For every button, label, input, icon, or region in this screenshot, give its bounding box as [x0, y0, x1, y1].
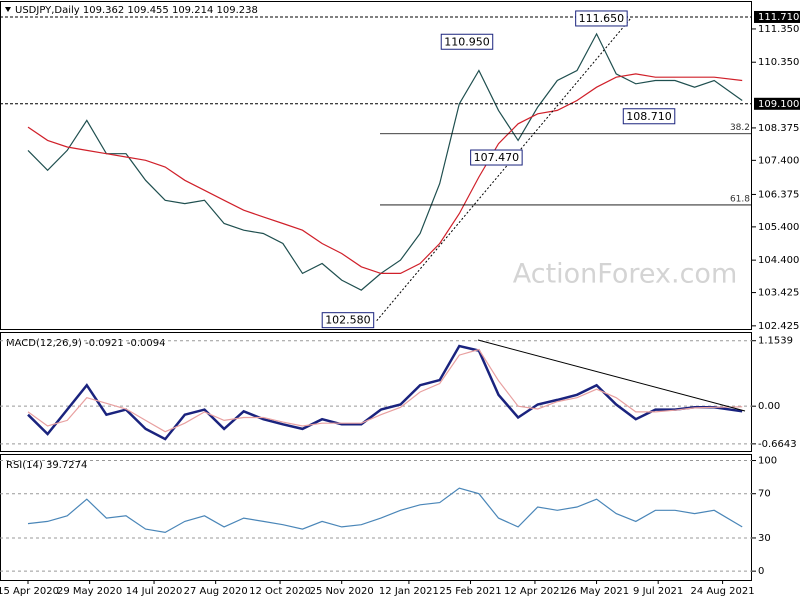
watermark: ActionForex.com [513, 259, 738, 290]
annotation-box [440, 33, 494, 50]
level-label: 109.100 [758, 99, 799, 110]
y-tick-label: 30 [758, 533, 771, 544]
series-line [27, 73, 743, 274]
annotation-box [321, 312, 375, 329]
annotation-label: 111.650 [579, 12, 625, 25]
annotation-label: 110.950 [444, 35, 490, 48]
x-tick-label: 12 Oct 2020 [249, 586, 311, 597]
price-panel [0, 1, 752, 330]
y-tick-label: 100 [758, 456, 777, 467]
rsi-panel [0, 454, 752, 581]
annotation-box [470, 149, 523, 166]
x-tick-label: 9 Jul 2021 [633, 586, 683, 597]
y-tick-label: 0.00 [758, 401, 780, 412]
y-tick-label: 111.350 [758, 24, 799, 35]
series-line [27, 32, 743, 291]
level-box [754, 97, 800, 110]
series-line [27, 487, 743, 534]
series-line [27, 344, 743, 441]
x-tick-label: 15 Apr 2020 [0, 586, 59, 597]
menu-arrow [5, 7, 11, 12]
x-tick-label: 25 Feb 2021 [439, 586, 501, 597]
x-tick-label: 12 Jan 2021 [379, 586, 439, 597]
y-tick-label: 110.350 [758, 57, 799, 68]
x-tick-label: 14 Jul 2020 [126, 586, 183, 597]
annotation-box [575, 10, 628, 27]
y-tick-label: 106.375 [758, 189, 799, 200]
x-tick-label: 29 May 2020 [57, 586, 122, 597]
x-tick-label: 24 Aug 2021 [691, 586, 755, 597]
y-tick-label: 107.400 [758, 155, 799, 166]
y-tick-label: 102.425 [758, 321, 799, 332]
y-tick-label: 103.425 [758, 288, 799, 299]
y-tick-label: 104.400 [758, 255, 799, 266]
annotation-label: 102.580 [325, 314, 371, 327]
trend-line [376, 18, 631, 322]
annotation-box [622, 108, 676, 125]
level-label: 111.710 [758, 12, 799, 23]
macd-trend-line [477, 339, 746, 412]
fib-label: 61.8 [730, 194, 750, 204]
x-tick-label: 27 Aug 2020 [184, 586, 248, 597]
y-tick-label: 70 [758, 489, 771, 500]
annotation-label: 108.710 [626, 110, 672, 123]
y-tick-label: -0.6643 [758, 439, 797, 450]
y-tick-label: 0 [758, 566, 764, 577]
macd-panel [0, 332, 752, 452]
x-tick-label: 25 Nov 2020 [310, 586, 374, 597]
chart-title: USDJPY,Daily 109.362 109.455 109.214 109… [15, 5, 258, 16]
level-box [754, 10, 800, 23]
y-tick-label: 1.1539 [758, 336, 793, 347]
x-tick-label: 26 May 2021 [564, 586, 629, 597]
y-tick-label: 108.375 [758, 123, 799, 134]
annotation-label: 107.470 [474, 151, 520, 164]
rsi-title: RSI(14) 39.7274 [6, 460, 87, 471]
series-line [27, 348, 743, 433]
macd-title: MACD(12,26,9) -0.0921 -0.0094 [6, 338, 166, 349]
fib-label: 38.2 [730, 123, 750, 133]
y-tick-label: 105.400 [758, 222, 799, 233]
x-tick-label: 12 Apr 2021 [504, 586, 566, 597]
